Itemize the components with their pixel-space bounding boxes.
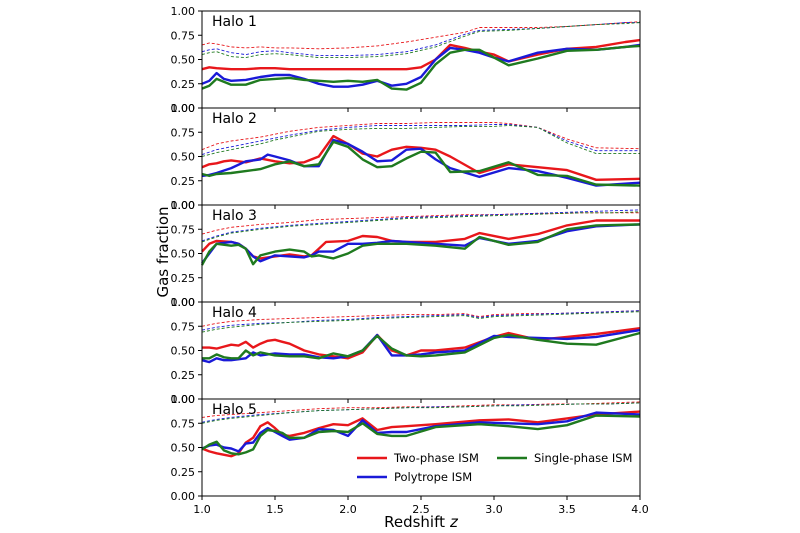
halo-5-y-tick-label: 0.00 [171, 490, 196, 503]
halo-1-single-phase-ism-line [201, 44, 641, 91]
halo-5-label: Halo 5 [212, 402, 257, 418]
halo-5-y-tick-label: 0.75 [171, 417, 196, 430]
halo-4-polytrope-ism-dashed-line [201, 310, 641, 331]
panel-halo-5: 0.00 0.25 0.50 0.75 1.00 1.0 1.5 2.0 2.5 3.0 3.5 4.… [171, 393, 649, 516]
halo-3-y-tick-label: 0.75 [171, 223, 196, 236]
halo-2-y-tick-label: 0.00 [171, 199, 196, 212]
x-tick-label: 1.0 [193, 503, 211, 516]
halo-4-label: Halo 4 [212, 305, 257, 321]
halo-1-y-tick-label: 1.00 [171, 5, 196, 18]
legend-label-single-phase-ism: Single-phase ISM [534, 451, 632, 465]
x-axis-label: Redshift z [384, 513, 459, 531]
halo-3-single-phase-ism-line [200, 223, 641, 266]
halo-2-y-tick-label: 1.00 [171, 102, 196, 115]
halo-1-two-phase-ism-line [201, 38, 641, 71]
halo-5-y-tick-label: 0.50 [171, 442, 196, 455]
halo-2-y-tick-label: 0.25 [171, 175, 196, 188]
halo-1-y-tick-label: 0.00 [171, 102, 196, 115]
halo-4-y-tick-label: 1.00 [171, 296, 196, 309]
halo-2-single-phase-ism-line [201, 140, 641, 187]
panel-halo-1: 0.00 0.25 0.50 0.75 1.00 Halo 1 [171, 5, 641, 115]
halo-4-y-tick-label: 0.50 [171, 345, 196, 358]
halo-1-label: Halo 1 [212, 14, 257, 30]
halo-5-single-phase-ism-line [201, 414, 641, 456]
legend: Two-phase ISM Polytrope ISM Single-phase I… [357, 451, 632, 484]
halo-4-single-phase-ism-dashed-line [201, 311, 641, 333]
halo-2-y-tick-label: 0.75 [171, 126, 196, 139]
halo-4-single-phase-ism-line [202, 331, 641, 360]
panel-halo-2: 0.00 0.25 0.50 0.75 1.00 Halo 2 [171, 102, 641, 212]
halo-4-y-tick-label: 0.00 [171, 393, 196, 406]
x-tick-label: 3.0 [485, 503, 503, 516]
halo-1-frame [201, 10, 641, 109]
halo-5-y-tick-label: 1.00 [171, 393, 196, 406]
x-tick-label: 2.5 [412, 503, 430, 516]
halo-3-y-tick-label: 1.00 [171, 199, 196, 212]
halo-5-single-phase-ism-dashed-line [201, 402, 641, 424]
halo-3-y-tick-label: 0.00 [171, 296, 196, 309]
x-axis-label-text: Redshift [384, 513, 445, 531]
halo-1-y-tick-label: 0.25 [171, 78, 196, 91]
halo-3-y-tick-label: 0.25 [171, 272, 196, 285]
halo-1-single-phase-ism-dashed-line [201, 22, 641, 59]
halo-1-y-tick-label: 0.50 [171, 54, 196, 67]
panel-halo-3: 0.00 0.25 0.50 0.75 1.00 Halo 3 [171, 199, 641, 309]
x-tick-label: 3.5 [558, 503, 576, 516]
x-tick-label: 4.0 [631, 503, 649, 516]
legend-label-polytrope-ism: Polytrope ISM [394, 470, 472, 484]
halo-2-polytrope-ism-dashed-line [201, 124, 640, 156]
halo-5-polytrope-ism-line [201, 411, 641, 453]
x-tick-label: 1.5 [266, 503, 284, 516]
x-tick-label: 2.0 [339, 503, 357, 516]
halo-3-polytrope-ism-dashed-line [201, 209, 641, 242]
halo-3-label: Halo 3 [212, 208, 257, 224]
halo-2-polytrope-ism-line [201, 138, 641, 187]
x-axis-label-symbol: z [449, 513, 459, 531]
halo-3-y-tick-label: 0.50 [171, 248, 196, 261]
halo-2-two-phase-ism-dashed-line [201, 122, 641, 151]
halo-4-y-tick-label: 0.75 [171, 320, 196, 333]
legend-label-two-phase-ism: Two-phase ISM [393, 451, 479, 465]
panel-halo-4: 0.00 0.25 0.50 0.75 1.00 Halo 4 [171, 296, 641, 406]
halo-1-y-tick-label: 0.75 [171, 29, 196, 42]
halo-2-two-phase-ism-line [201, 134, 641, 182]
y-axis-label: Gas fraction [154, 206, 172, 297]
halo-2-y-tick-label: 0.50 [171, 151, 196, 164]
halo-5-y-tick-label: 0.25 [171, 466, 196, 479]
halo-3-single-phase-ism-dashed-line [201, 211, 641, 243]
halo-5-two-phase-ism-dashed-line [201, 401, 641, 418]
halo-2-label: Halo 2 [212, 111, 257, 127]
halo-4-y-tick-label: 0.25 [171, 369, 196, 382]
